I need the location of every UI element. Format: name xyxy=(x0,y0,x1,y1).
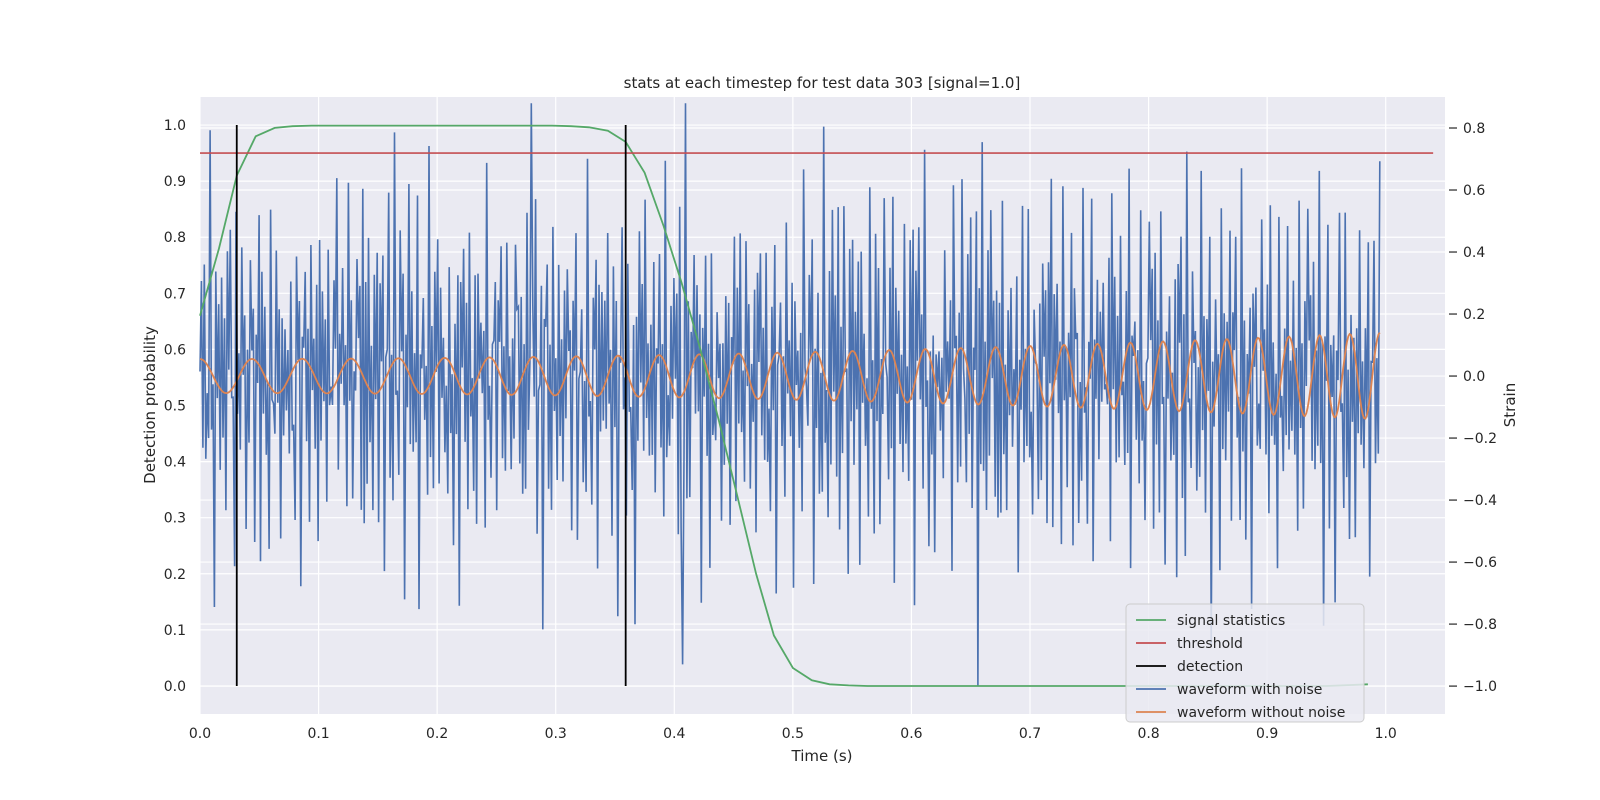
y2-tick-label: −0.8 xyxy=(1463,617,1497,633)
series-layer xyxy=(199,103,1434,687)
x-axis-label: Time (s) xyxy=(791,747,853,765)
x-tick-label: 0.1 xyxy=(307,726,329,742)
y-tick-label: 0.8 xyxy=(164,230,186,246)
legend-frame xyxy=(1125,603,1365,723)
x-tick-label: 1.0 xyxy=(1375,726,1397,742)
tick-labels: 0.0 0.1 0.2 0.3 0.4 0.5 0.6 0.7 0.8 0.9 1.0 0.0 0.1 0… xyxy=(164,118,1497,742)
y-tick-label: 0.3 xyxy=(164,511,186,527)
y-tick-label: 0.7 xyxy=(164,286,186,302)
x-tick-label: 0.6 xyxy=(900,726,922,742)
y2-tick-label: −0.4 xyxy=(1463,493,1497,509)
legend-label: detection xyxy=(1177,659,1243,675)
x-tick-label: 0.4 xyxy=(663,726,685,742)
chart-title: stats at each timestep for test data 303… xyxy=(624,74,1021,92)
y-tick-label: 0.6 xyxy=(164,342,186,358)
legend-label: waveform without noise xyxy=(1177,705,1345,721)
x-tick-label: 0.0 xyxy=(189,726,211,742)
y-tick-label: 0.4 xyxy=(164,455,186,471)
y2-tick-label: 0.6 xyxy=(1463,183,1485,199)
series-signal-statistics xyxy=(199,124,1368,687)
legend: signal statistics threshold detection wavef… xyxy=(1125,603,1365,723)
x-tick-label: 0.3 xyxy=(545,726,567,742)
y2-tick-label: −0.6 xyxy=(1463,555,1497,571)
y-tick-label: 0.2 xyxy=(164,567,186,583)
series-waveform-without-noise xyxy=(199,332,1381,420)
legend-label: signal statistics xyxy=(1177,613,1285,629)
y2-tick-label: −0.2 xyxy=(1463,431,1497,447)
y-tick-label: 1.0 xyxy=(164,118,186,134)
y2-tick-label: 0.8 xyxy=(1463,121,1485,137)
y2-tick-label: 0.4 xyxy=(1463,245,1485,261)
x-tick-label: 0.9 xyxy=(1256,726,1278,742)
x-tick-label: 0.8 xyxy=(1137,726,1159,742)
y-tick-label: 0.5 xyxy=(164,399,186,415)
x-tick-label: 0.2 xyxy=(426,726,448,742)
x-tick-label: 0.7 xyxy=(1019,726,1041,742)
y2-tick-label: 0.0 xyxy=(1463,369,1485,385)
y2-tick-label: −1.0 xyxy=(1463,679,1497,695)
x-tick-label: 0.5 xyxy=(782,726,804,742)
legend-label: waveform with noise xyxy=(1177,682,1322,698)
legend-label: threshold xyxy=(1177,636,1243,652)
y-tick-label: 0.1 xyxy=(164,623,186,639)
y2-tick-label: 0.2 xyxy=(1463,307,1485,323)
y-axis-label: Detection probability xyxy=(141,326,159,484)
y-tick-label: 0.0 xyxy=(164,679,186,695)
y2-axis-label: Strain xyxy=(1501,383,1519,427)
y-tick-label: 0.9 xyxy=(164,174,186,190)
